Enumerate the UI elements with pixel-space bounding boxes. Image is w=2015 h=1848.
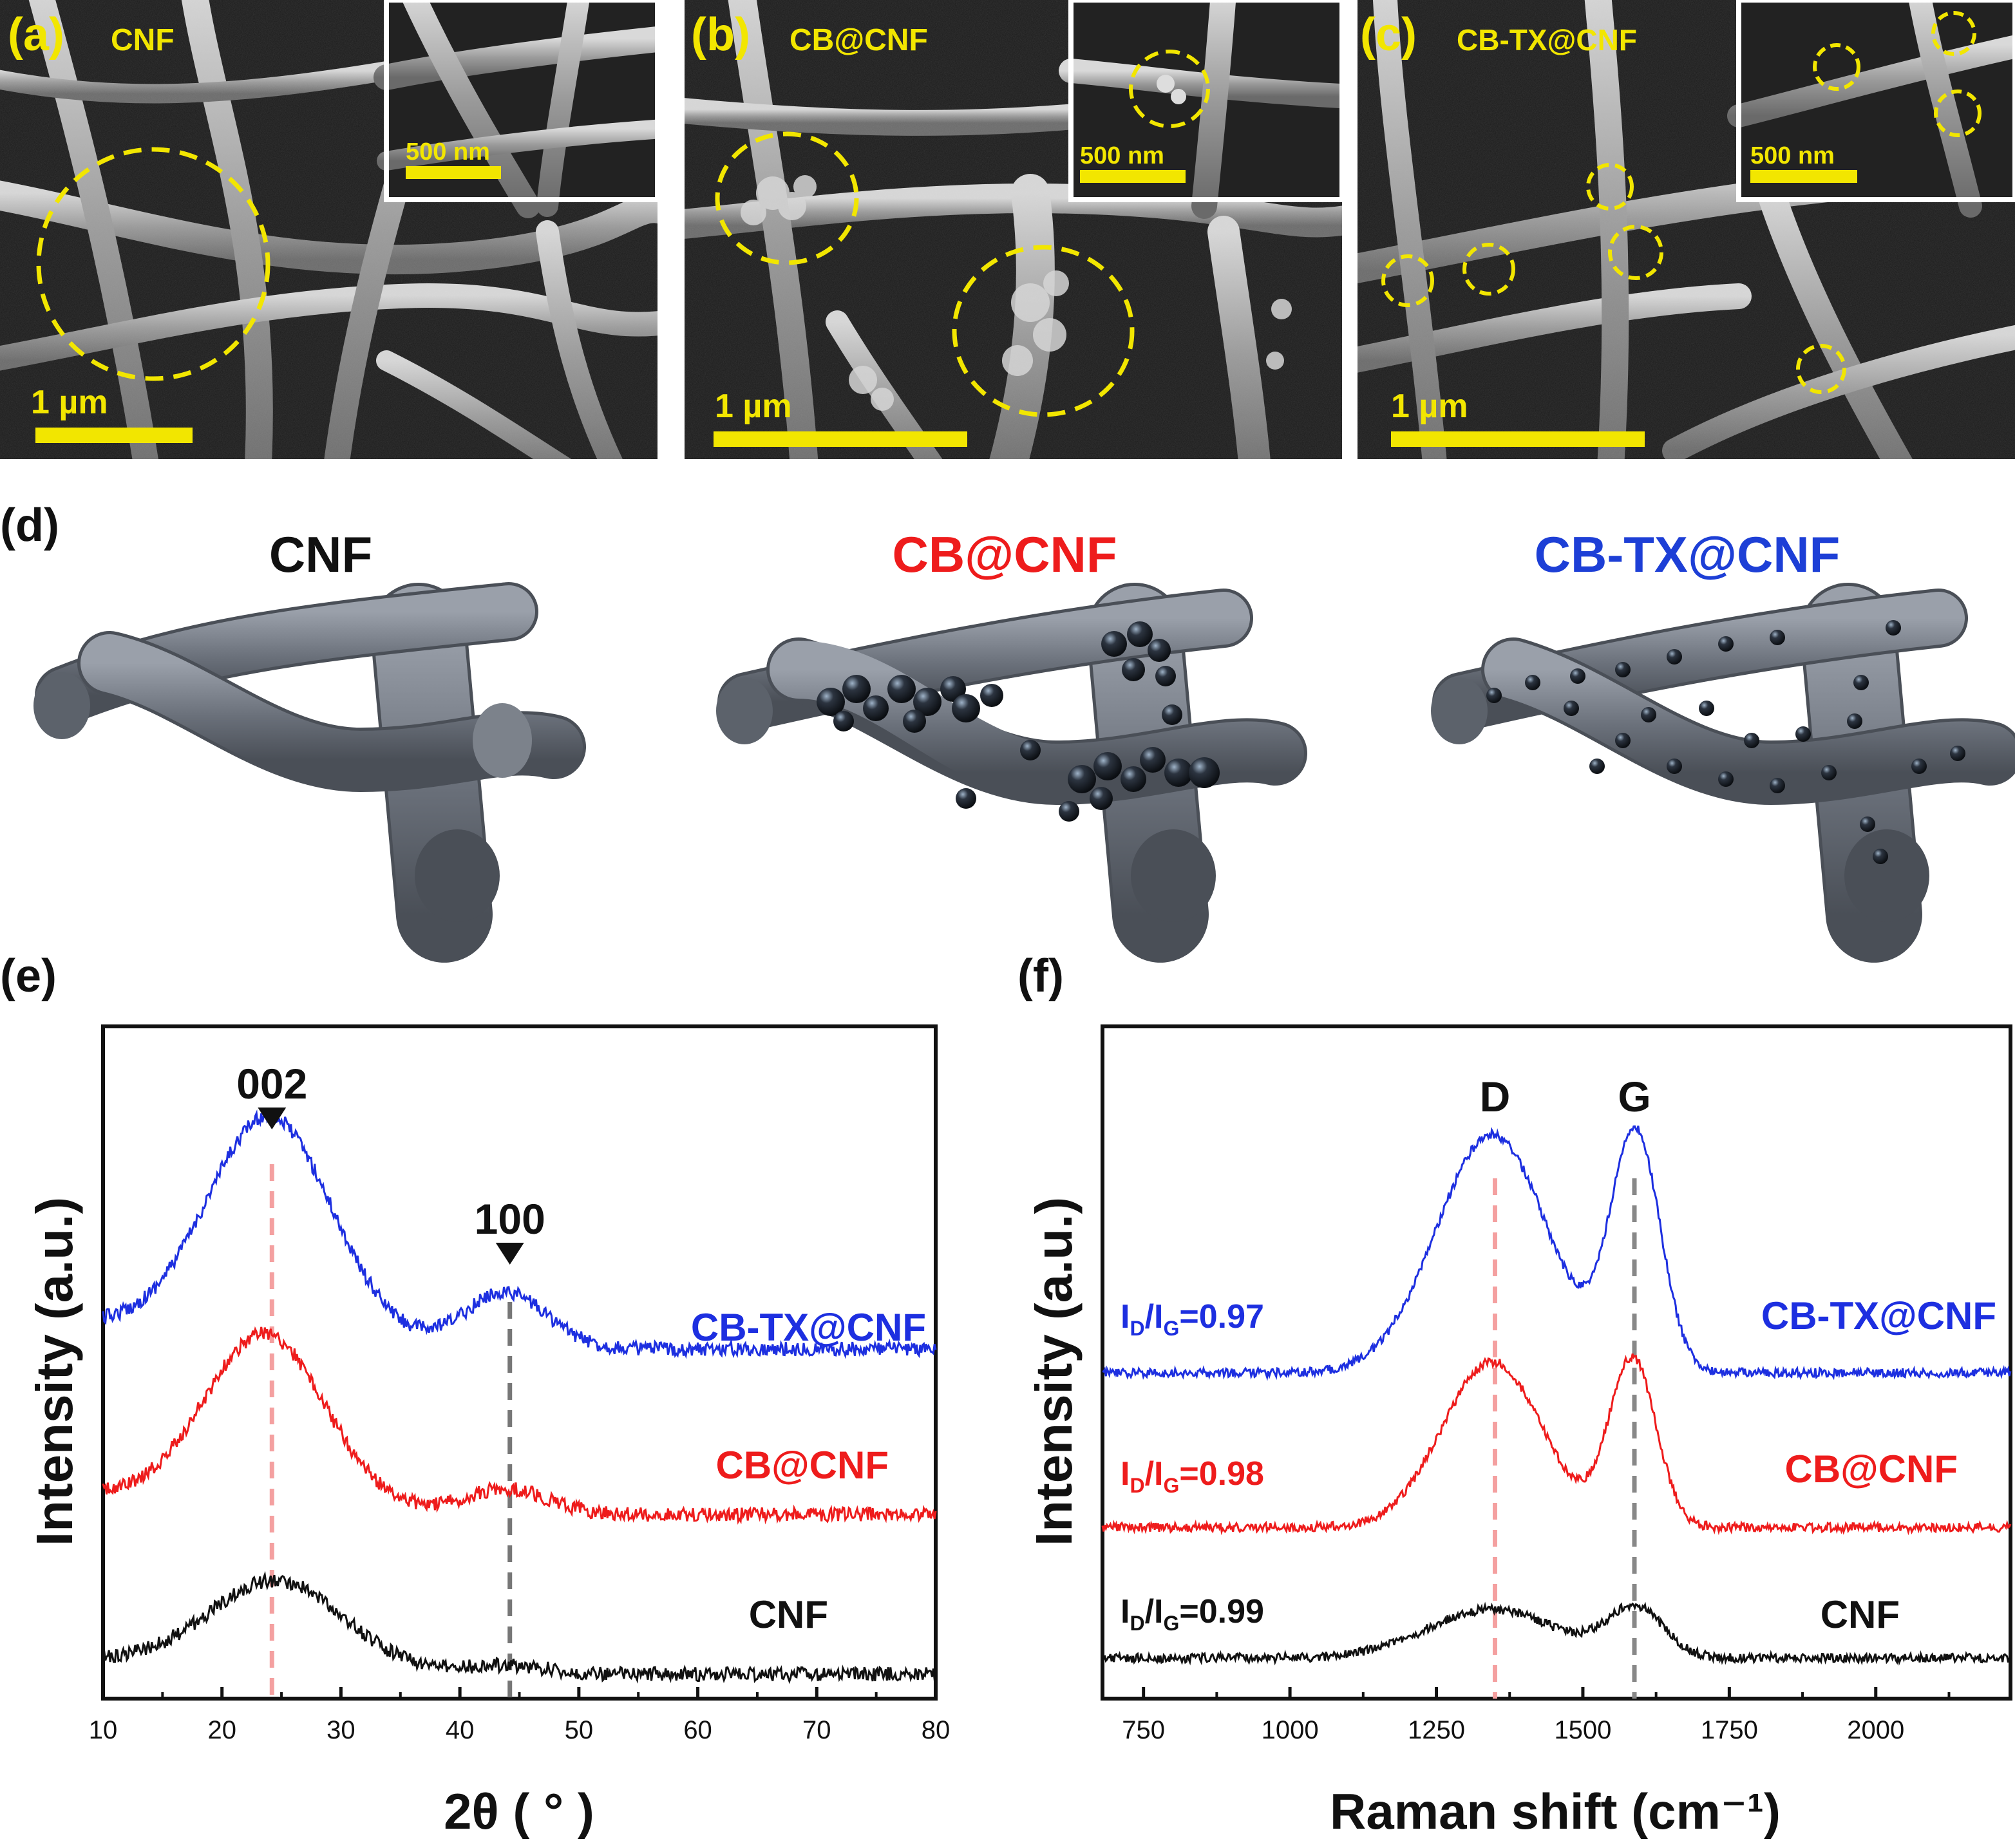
raman-peak-guides	[1492, 1178, 1637, 1699]
panel-letter-b: (b)	[691, 9, 750, 61]
raman-ratio-labels: ID/IG=0.97 ID/IG=0.98 ID/IG=0.99	[1121, 1298, 1264, 1635]
x-tick-label: 1750	[1701, 1716, 1758, 1744]
peak-label-100: 100	[475, 1195, 545, 1243]
main-scale-bar-c	[1391, 431, 1645, 447]
peak-marker-002	[258, 1108, 287, 1129]
xrd-series-label-cb: CB@CNF	[716, 1444, 889, 1487]
raman-series-label-cb: CB@CNF	[1785, 1447, 1958, 1491]
inset-scale-label: 500 nm	[1080, 142, 1164, 169]
series-line-CB-TX@CNF	[102, 1109, 937, 1359]
xrd-peak-markers: 002 100	[236, 1060, 545, 1265]
xrd-y-axis-label: Intensity (a.u.)	[26, 1197, 83, 1546]
sem-panel-c: 500 nm (c) CB-TX@CNF 1 µm	[1358, 0, 2015, 459]
sem-panel-a: 500 nm (a) CNF 1 µm	[0, 0, 657, 459]
panel-letter-a: (a)	[8, 9, 64, 61]
peak-label-D: D	[1480, 1073, 1511, 1120]
x-tick-label: 20	[207, 1716, 236, 1744]
xrd-series-label-cnf: CNF	[749, 1593, 828, 1636]
raman-series-label-cnf: CNF	[1821, 1593, 1900, 1636]
inset-scale-label: 500 nm	[406, 138, 490, 165]
xrd-x-axis-label: 2θ ( ° )	[444, 1783, 594, 1840]
inset-scale-bar	[1080, 170, 1186, 183]
sem-panel-b: 500 nm (b) CB@CNF 1 µm	[685, 0, 1342, 459]
id-ig-ratio-CB@CNF: ID/IG=0.98	[1121, 1455, 1264, 1497]
highlight-circles	[1381, 163, 1846, 394]
x-tick-label: 80	[922, 1716, 951, 1744]
x-tick-label: 1250	[1408, 1716, 1465, 1744]
x-tick-label: 750	[1122, 1716, 1165, 1744]
series-line-CB-TX@CNF	[1102, 1125, 2012, 1381]
panel-letter-f: (f)	[1017, 950, 1064, 1002]
schematic-title-cnf: CNF	[269, 526, 372, 583]
fiber-schematic-cbcnf	[716, 583, 1307, 963]
x-tick-label: 1000	[1262, 1716, 1319, 1744]
raman-series-group	[1101, 1125, 2012, 1666]
panel-letter-c: (c)	[1360, 9, 1417, 61]
peak-label-G: G	[1618, 1073, 1651, 1120]
x-tick-label: 1500	[1554, 1716, 1611, 1744]
schematic-title-cbtxcnf: CB-TX@CNF	[1535, 526, 1840, 583]
x-tick-label: 70	[802, 1716, 831, 1744]
peak-marker-100	[495, 1243, 524, 1265]
main-scale-label-c: 1 µm	[1391, 388, 1468, 425]
peak-label-002: 002	[236, 1060, 307, 1108]
x-tick-label: 40	[446, 1716, 475, 1744]
cb-dispersed	[1486, 620, 1965, 864]
cb-clusters	[817, 621, 1220, 822]
panel-label-b: CB@CNF	[790, 23, 928, 57]
inset-c: 500 nm	[1727, 0, 2015, 218]
x-tick-label: 50	[565, 1716, 594, 1744]
schematic-title-cbcnf: CB@CNF	[892, 526, 1117, 583]
inset-scale-bar	[406, 166, 501, 179]
x-tick-label: 10	[89, 1716, 118, 1744]
inset-b: 500 nm	[1059, 0, 1342, 219]
panel-label-a: CNF	[111, 23, 175, 57]
inset-scale-label: 500 nm	[1750, 142, 1835, 169]
main-scale-label-b: 1 µm	[715, 388, 792, 425]
main-scale-bar-a	[35, 428, 193, 443]
series-line-CNF	[102, 1570, 937, 1684]
x-tick-label: 30	[326, 1716, 355, 1744]
highlight-circle	[952, 245, 1135, 417]
x-tick-label: 2000	[1847, 1716, 1904, 1744]
fiber-schematic-cbtxcnf	[1431, 583, 2015, 963]
raman-x-axis-label: Raman shift (cm⁻¹)	[1330, 1783, 1781, 1840]
main-scale-label-a: 1 µm	[31, 384, 108, 421]
panel-letter-e: (e)	[0, 950, 57, 1002]
raman-plot-frame	[1101, 1024, 2012, 1701]
x-tick-label: 60	[683, 1716, 712, 1744]
raman-y-axis-label: Intensity (a.u.)	[1025, 1197, 1083, 1546]
raman-x-axis: 750 1000 1250 1500 1750 2000	[1122, 1687, 1951, 1744]
panel-label-c: CB-TX@CNF	[1457, 23, 1637, 57]
raman-series-label-cbtx: CB-TX@CNF	[1761, 1294, 1996, 1337]
inset-scale-bar	[1750, 170, 1857, 183]
highlight-circle	[36, 147, 270, 381]
highlight-circle	[715, 131, 859, 265]
series-line-CNF	[1101, 1601, 2011, 1666]
panel-letter-d: (d)	[0, 500, 59, 551]
id-ig-ratio-CB-TX@CNF: ID/IG=0.97	[1121, 1298, 1264, 1340]
xrd-series-group	[102, 1109, 937, 1684]
inset-a: 500 nm	[374, 0, 657, 218]
main-scale-bar-b	[714, 431, 967, 447]
xrd-x-axis: 10 20 30 40 50 60 70 80	[89, 1687, 951, 1744]
highlight-circle	[1129, 50, 1210, 128]
series-line-CB@CNF	[102, 1326, 937, 1525]
id-ig-ratio-CNF: ID/IG=0.99	[1121, 1593, 1264, 1635]
xrd-peak-guides	[269, 1164, 513, 1699]
series-line-CB@CNF	[1101, 1353, 2012, 1536]
schematic-panel: (d) CNF CB@CNF CB-TX@CNF	[0, 500, 2015, 963]
xrd-panel: (e) 002 100 10 20 30 40 50 60 70 80 CB-TX@CNF CB…	[0, 950, 950, 1840]
fiber-schematic-cnf	[33, 582, 586, 963]
xrd-series-label-cbtx: CB-TX@CNF	[691, 1306, 926, 1349]
